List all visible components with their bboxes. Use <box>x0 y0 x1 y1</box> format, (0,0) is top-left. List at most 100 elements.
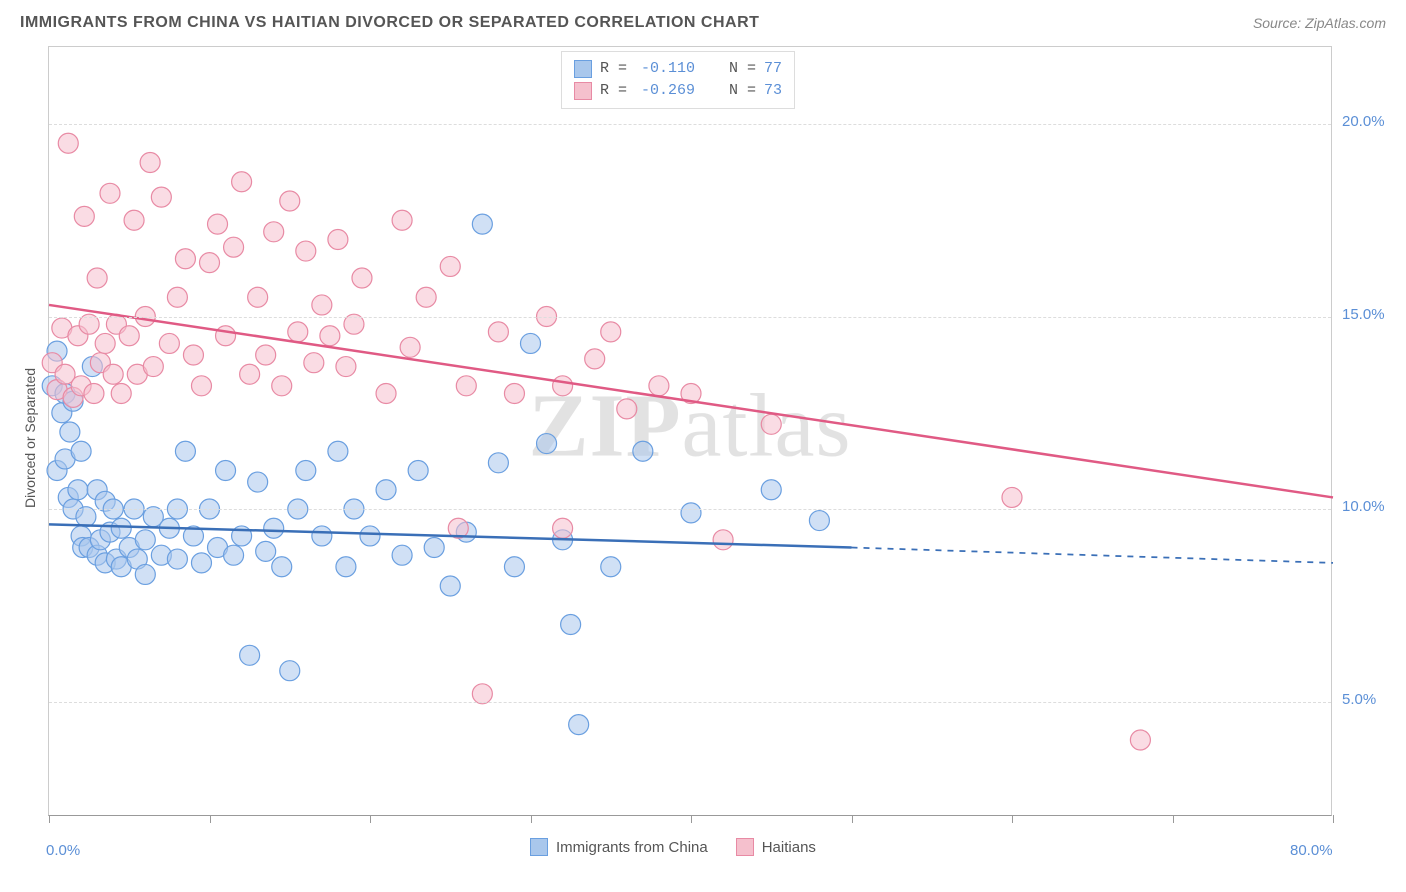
data-point <box>71 441 91 461</box>
data-point <box>1130 730 1150 750</box>
data-point <box>320 326 340 346</box>
trend-line-extrapolated <box>852 548 1334 563</box>
data-point <box>280 661 300 681</box>
legend-swatch <box>736 838 754 856</box>
chart-title: IMMIGRANTS FROM CHINA VS HAITIAN DIVORCE… <box>20 14 759 32</box>
data-point <box>111 518 131 538</box>
data-point <box>521 333 541 353</box>
data-point <box>264 222 284 242</box>
x-tick <box>210 815 211 823</box>
data-point <box>183 345 203 365</box>
data-point <box>135 564 155 584</box>
legend-swatch <box>574 82 592 100</box>
r-label: R = <box>600 80 627 102</box>
data-point <box>208 214 228 234</box>
data-point <box>248 287 268 307</box>
data-point <box>87 268 107 288</box>
data-point <box>504 384 524 404</box>
data-point <box>440 576 460 596</box>
data-point <box>68 480 88 500</box>
data-point <box>456 376 476 396</box>
data-point <box>216 326 236 346</box>
data-point <box>408 461 428 481</box>
data-point <box>1002 487 1022 507</box>
data-point <box>232 172 252 192</box>
data-point <box>143 357 163 377</box>
data-point <box>504 557 524 577</box>
plot-area: ZIPatlas R =-0.110 N =77R =-0.269 N =73 <box>48 46 1332 816</box>
data-point <box>100 183 120 203</box>
data-point <box>84 384 104 404</box>
chart-svg <box>49 47 1331 815</box>
data-point <box>135 530 155 550</box>
data-point <box>553 376 573 396</box>
data-point <box>240 364 260 384</box>
data-point <box>167 549 187 569</box>
data-point <box>336 557 356 577</box>
data-point <box>761 414 781 434</box>
data-point <box>124 210 144 230</box>
data-point <box>272 557 292 577</box>
data-point <box>167 287 187 307</box>
r-label: R = <box>600 58 627 80</box>
data-point <box>601 322 621 342</box>
data-point <box>617 399 637 419</box>
n-label: N = <box>729 58 756 80</box>
data-point <box>103 364 123 384</box>
data-point <box>416 287 436 307</box>
data-point <box>191 376 211 396</box>
y-tick-label: 15.0% <box>1342 306 1385 323</box>
data-point <box>488 453 508 473</box>
x-tick <box>370 815 371 823</box>
data-point <box>352 268 372 288</box>
data-point <box>111 384 131 404</box>
data-point <box>312 295 332 315</box>
data-point <box>296 461 316 481</box>
data-point <box>200 253 220 273</box>
data-point <box>360 526 380 546</box>
trend-line <box>49 305 1333 498</box>
n-label: N = <box>729 80 756 102</box>
data-point <box>392 545 412 565</box>
legend-row: R =-0.269 N =73 <box>574 80 782 102</box>
data-point <box>151 187 171 207</box>
data-point <box>424 538 444 558</box>
data-point <box>159 333 179 353</box>
data-point <box>191 553 211 573</box>
correlation-legend: R =-0.110 N =77R =-0.269 N =73 <box>561 51 795 109</box>
x-tick <box>49 815 50 823</box>
n-value: 73 <box>764 80 782 102</box>
legend-label: Immigrants from China <box>556 839 708 856</box>
data-point <box>488 322 508 342</box>
data-point <box>328 230 348 250</box>
x-tick <box>1333 815 1334 823</box>
data-point <box>256 345 276 365</box>
data-point <box>553 518 573 538</box>
data-point <box>175 249 195 269</box>
data-point <box>95 333 115 353</box>
y-tick-label: 5.0% <box>1342 691 1376 708</box>
data-point <box>569 715 589 735</box>
data-point <box>400 337 420 357</box>
data-point <box>140 153 160 173</box>
data-point <box>312 526 332 546</box>
data-point <box>761 480 781 500</box>
legend-swatch <box>530 838 548 856</box>
legend-row: R =-0.110 N =77 <box>574 58 782 80</box>
legend-item: Immigrants from China <box>530 838 708 856</box>
data-point <box>288 322 308 342</box>
r-value: -0.110 <box>635 58 695 80</box>
gridline <box>49 702 1331 703</box>
data-point <box>585 349 605 369</box>
x-tick <box>852 815 853 823</box>
data-point <box>633 441 653 461</box>
legend-label: Haitians <box>762 839 816 856</box>
series-legend: Immigrants from China Haitians <box>530 838 816 856</box>
data-point <box>681 503 701 523</box>
y-tick-label: 10.0% <box>1342 498 1385 515</box>
data-point <box>60 422 80 442</box>
data-point <box>224 237 244 257</box>
data-point <box>561 615 581 635</box>
chart-header: IMMIGRANTS FROM CHINA VS HAITIAN DIVORCE… <box>0 0 1406 46</box>
gridline <box>49 124 1331 125</box>
